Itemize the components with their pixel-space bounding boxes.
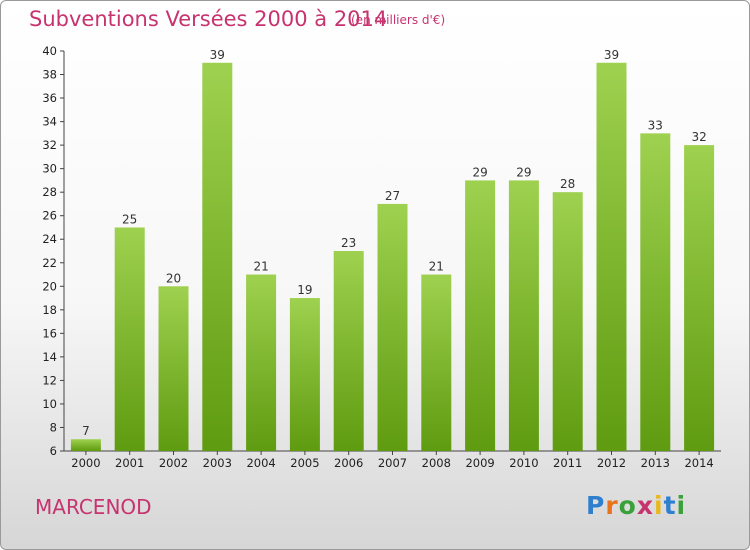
bar-2014 — [684, 145, 715, 451]
bar-2011 — [552, 192, 583, 452]
bar-2009 — [465, 180, 496, 452]
x-tick-label: 2011 — [553, 456, 582, 470]
value-label: 23 — [341, 236, 356, 250]
value-label: 29 — [516, 165, 531, 179]
value-label: 20 — [166, 271, 181, 285]
value-label: 19 — [297, 283, 312, 297]
y-tick-label: 26 — [42, 209, 57, 223]
value-label: 27 — [385, 189, 400, 203]
x-tick-label: 2008 — [422, 456, 451, 470]
y-tick-label: 40 — [42, 44, 57, 58]
value-label: 21 — [253, 260, 268, 274]
bar-2006 — [333, 251, 364, 451]
x-tick-label: 2003 — [203, 456, 232, 470]
bar-2005 — [289, 298, 320, 451]
logo-letter: i — [654, 491, 664, 520]
bar-2013 — [640, 133, 671, 451]
x-tick-label: 2005 — [290, 456, 319, 470]
x-tick-label: 2013 — [641, 456, 670, 470]
value-label: 39 — [210, 48, 225, 62]
x-tick-label: 2009 — [465, 456, 494, 470]
x-tick-label: 2010 — [509, 456, 538, 470]
bar-2002 — [158, 286, 189, 451]
bar-2004 — [246, 274, 277, 451]
value-label: 39 — [604, 48, 619, 62]
y-tick-label: 38 — [42, 68, 57, 82]
logo-letter: r — [605, 491, 619, 520]
x-tick-label: 2014 — [684, 456, 713, 470]
y-tick-label: 18 — [42, 303, 57, 317]
x-tick-label: 2004 — [246, 456, 275, 470]
bar-2003 — [202, 62, 233, 451]
value-label: 32 — [691, 130, 706, 144]
y-tick-label: 28 — [42, 185, 57, 199]
x-tick-label: 2001 — [115, 456, 144, 470]
logo-letter: t — [663, 491, 677, 520]
bar-2010 — [508, 180, 539, 452]
chart-subtitle: (en milliers d'€) — [351, 13, 446, 27]
logo-letter: P — [586, 491, 606, 520]
y-tick-label: 6 — [50, 444, 57, 458]
y-tick-label: 10 — [42, 397, 57, 411]
value-label: 29 — [472, 165, 487, 179]
x-tick-label: 2007 — [378, 456, 407, 470]
y-tick-label: 34 — [42, 115, 57, 129]
bar-2001 — [114, 227, 145, 451]
y-tick-label: 24 — [42, 232, 57, 246]
location-name: MARCENOD — [35, 495, 152, 519]
bar-2007 — [377, 203, 408, 451]
value-label: 7 — [82, 424, 90, 438]
y-tick-label: 14 — [42, 350, 57, 364]
x-tick-label: 2012 — [597, 456, 626, 470]
value-label: 33 — [648, 118, 663, 132]
y-tick-label: 22 — [42, 256, 57, 270]
bar-2008 — [421, 274, 452, 451]
x-tick-label: 2000 — [71, 456, 100, 470]
y-tick-label: 30 — [42, 162, 57, 176]
proxiti-logo: Proxiti — [586, 491, 686, 520]
bar-2000 — [70, 439, 101, 451]
x-tick-label: 2006 — [334, 456, 363, 470]
y-tick-label: 16 — [42, 326, 57, 340]
logo-letter: i — [676, 491, 687, 520]
value-label: 21 — [429, 260, 444, 274]
chart-title: Subventions Versées 2000 à 2014 — [29, 7, 388, 31]
value-label: 28 — [560, 177, 575, 191]
y-tick-label: 20 — [42, 279, 57, 293]
bar-2012 — [596, 62, 627, 451]
y-tick-label: 8 — [50, 420, 57, 434]
logo-letter: x — [636, 491, 654, 520]
y-tick-label: 32 — [42, 138, 57, 152]
x-tick-label: 2002 — [159, 456, 188, 470]
logo-letter: o — [618, 491, 637, 520]
y-tick-label: 12 — [42, 373, 57, 387]
value-label: 25 — [122, 212, 137, 226]
y-tick-label: 36 — [42, 91, 57, 105]
